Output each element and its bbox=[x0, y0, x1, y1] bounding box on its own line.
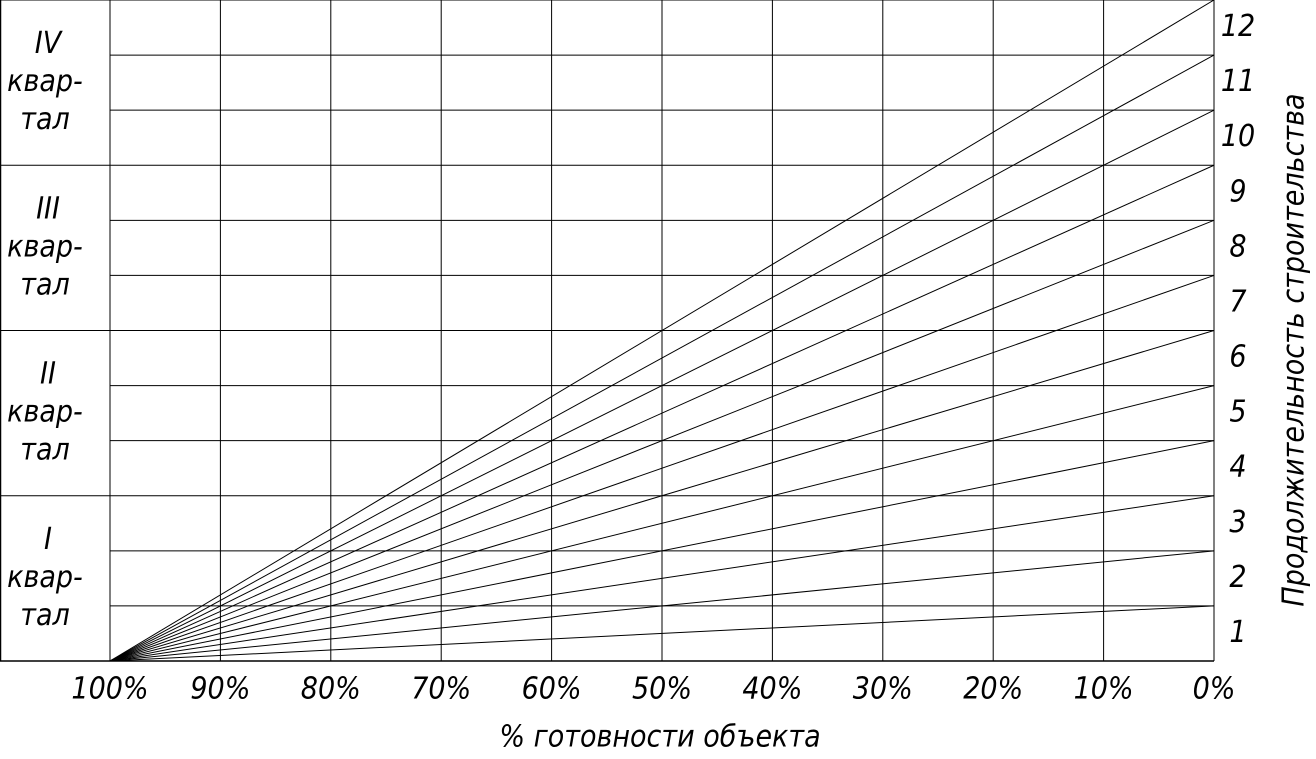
x-tick-label: 30% bbox=[853, 672, 913, 707]
x-tick-label: 100% bbox=[71, 672, 148, 707]
series-label: 2 bbox=[1229, 560, 1246, 595]
x-tick-label: 0% bbox=[1193, 672, 1236, 707]
series-line bbox=[109, 550, 1215, 662]
quarter-label: квар- bbox=[7, 64, 83, 99]
series-line bbox=[109, 219, 1215, 662]
series-label: 4 bbox=[1229, 450, 1246, 485]
quarter-numeral: III bbox=[36, 191, 60, 226]
quarter-label: тал bbox=[20, 433, 70, 468]
x-tick-label: 20% bbox=[963, 672, 1023, 707]
x-tick-label: 10% bbox=[1074, 672, 1134, 707]
series-label: 1 bbox=[1229, 615, 1246, 650]
x-tick-label: 50% bbox=[632, 672, 692, 707]
series-label: 9 bbox=[1229, 174, 1246, 209]
quarter-numeral: IV bbox=[35, 26, 64, 61]
quarter-label: тал bbox=[20, 102, 70, 137]
quarter-label: квар- bbox=[7, 395, 83, 430]
x-tick-label: 60% bbox=[522, 672, 582, 707]
series-label: 12 bbox=[1221, 9, 1255, 44]
series-line bbox=[109, 54, 1215, 662]
y-axis-label: Продолжительность строительства bbox=[1277, 93, 1312, 606]
series-line bbox=[109, 495, 1215, 662]
quarter-numeral: I bbox=[44, 522, 52, 557]
quarter-numeral: II bbox=[40, 357, 56, 392]
series-label: 6 bbox=[1229, 340, 1246, 375]
series-line bbox=[109, 330, 1215, 662]
series-line bbox=[109, 0, 1215, 662]
x-tick-label: 80% bbox=[301, 672, 361, 707]
x-tick-label: 40% bbox=[742, 672, 802, 707]
series-label: 10 bbox=[1221, 119, 1255, 154]
series-line bbox=[109, 164, 1215, 662]
series-label: 8 bbox=[1229, 229, 1246, 264]
series-line bbox=[109, 440, 1215, 662]
quarter-label: квар- bbox=[7, 229, 83, 264]
x-axis-label: % готовности объекта bbox=[499, 720, 820, 755]
x-tick-label: 90% bbox=[190, 672, 250, 707]
series-line bbox=[109, 109, 1215, 662]
quarter-label: тал bbox=[20, 267, 70, 302]
series-label: 7 bbox=[1229, 284, 1246, 319]
series-label: 5 bbox=[1229, 395, 1246, 430]
series-line bbox=[109, 274, 1215, 662]
quarter-label: квар- bbox=[7, 560, 83, 595]
series-label: 3 bbox=[1229, 505, 1246, 540]
quarter-label: тал bbox=[20, 598, 70, 633]
series-line bbox=[109, 605, 1215, 662]
series-line bbox=[109, 385, 1215, 662]
x-tick-label: 70% bbox=[411, 672, 471, 707]
series-label: 11 bbox=[1221, 64, 1255, 99]
